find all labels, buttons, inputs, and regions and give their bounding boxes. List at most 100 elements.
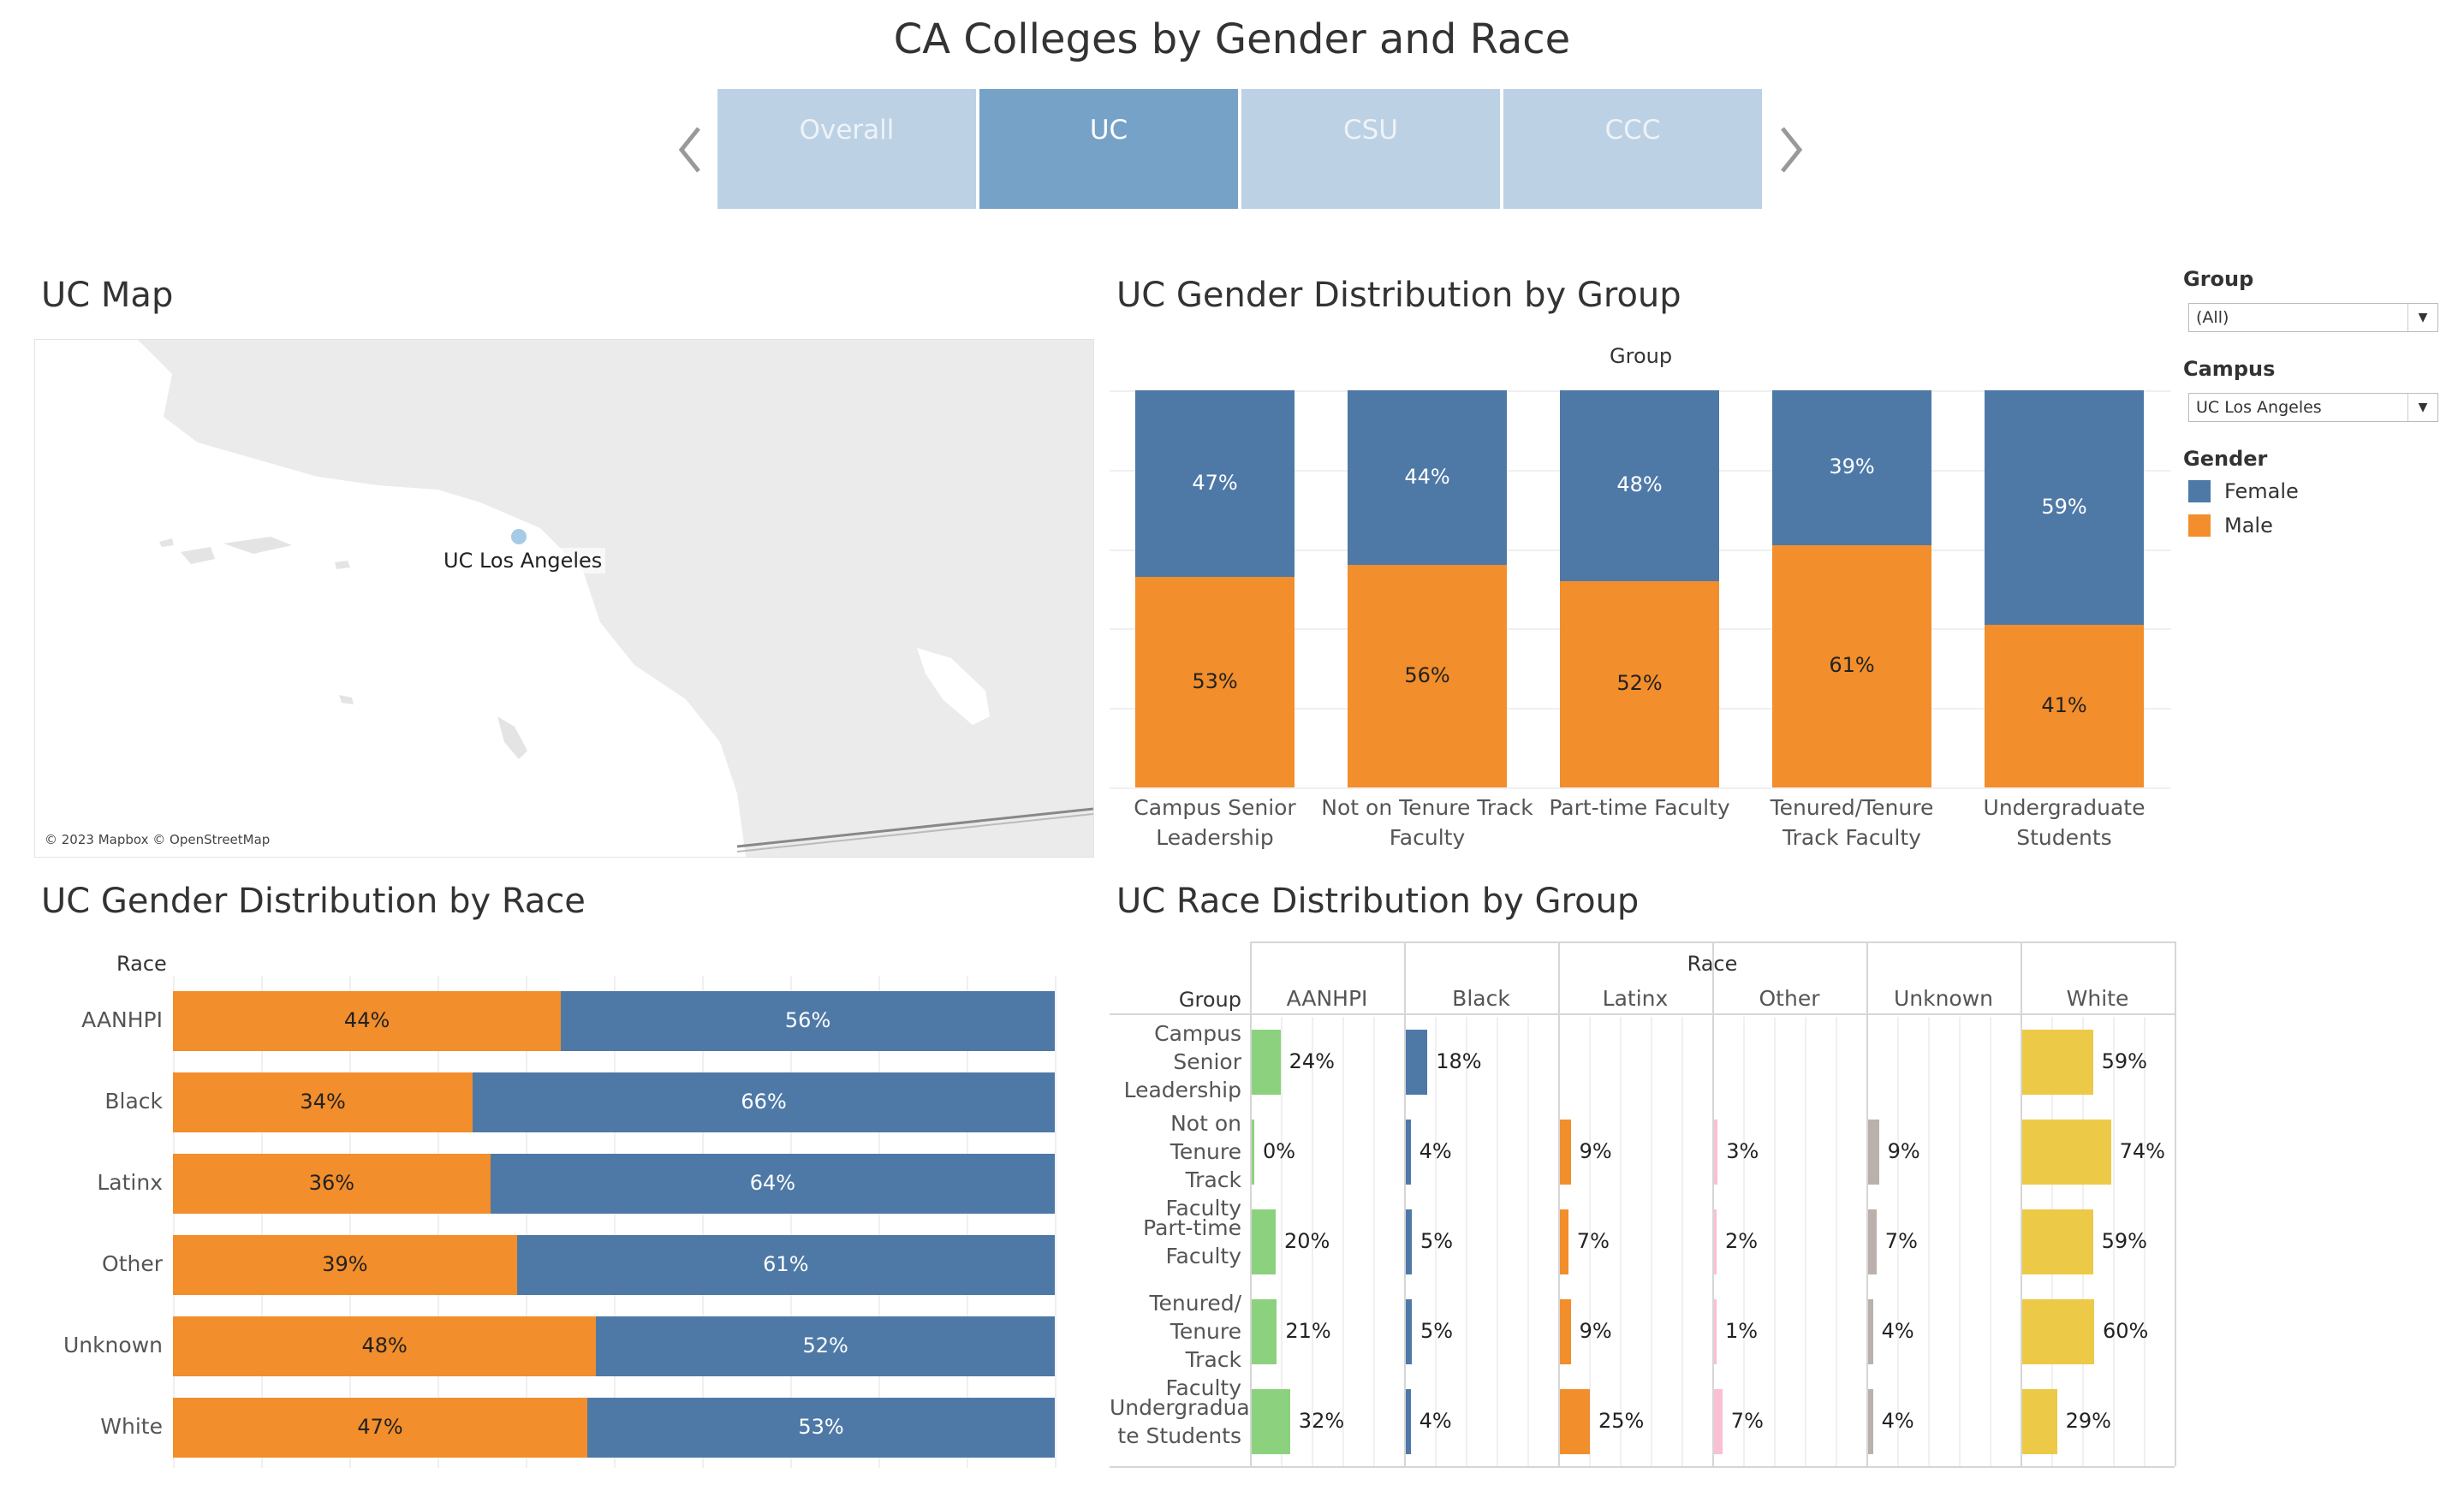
female-bar[interactable] [587, 1398, 1055, 1458]
group-row-line: Faculty [1165, 1243, 1241, 1268]
group-filter-dropdown[interactable]: (All) ▼ [2188, 303, 2438, 332]
race-bar[interactable] [1714, 1388, 1723, 1454]
female-bar[interactable] [473, 1072, 1055, 1132]
race-bar[interactable] [1714, 1209, 1717, 1274]
male-bar[interactable] [1560, 580, 1719, 787]
race-bar[interactable] [1252, 1209, 1276, 1274]
column-divider [1712, 942, 1714, 1466]
map-view[interactable] [34, 339, 1094, 858]
race-bar[interactable] [1560, 1119, 1571, 1185]
male-bar[interactable] [1772, 544, 1931, 787]
race-bar[interactable] [2022, 1209, 2093, 1274]
gridline [349, 976, 351, 1468]
race-bar-label: 9% [1887, 1138, 1920, 1163]
male-bar[interactable] [1135, 577, 1294, 787]
gridline [1990, 1017, 1991, 1466]
female-bar[interactable] [516, 1235, 1055, 1295]
female-bar[interactable] [1772, 390, 1931, 545]
group-row-line: Not on [1170, 1111, 1241, 1136]
race-bar[interactable] [2022, 1029, 2093, 1095]
tab-overall[interactable]: Overall [717, 89, 976, 209]
race-bar[interactable] [1560, 1388, 1590, 1454]
group-filter-label: Group [2183, 267, 2254, 291]
male-bar-label: 41% [2041, 692, 2087, 717]
campus-filter-label: Campus [2183, 357, 2276, 381]
chevron-down-icon[interactable]: ▼ [2407, 304, 2437, 331]
race-bar[interactable] [2022, 1119, 2111, 1185]
female-bar[interactable] [1348, 390, 1507, 566]
race-bar[interactable] [1868, 1298, 1873, 1364]
race-bar[interactable] [1252, 1388, 1290, 1454]
gridline [1497, 1017, 1498, 1466]
race-bar[interactable] [1714, 1298, 1717, 1364]
race-bar-label: 9% [1579, 1318, 1612, 1343]
map-location-label: UC Los Angeles [440, 548, 606, 573]
race-bar[interactable] [1252, 1298, 1277, 1364]
race-column-label: Black [1452, 986, 1510, 1011]
male-bar[interactable] [173, 1316, 597, 1376]
race-bar-label: 25% [1598, 1408, 1645, 1433]
race-bar[interactable] [1868, 1388, 1873, 1454]
female-bar[interactable] [1985, 390, 2144, 625]
female-bar[interactable] [596, 1316, 1055, 1376]
male-bar[interactable] [173, 1072, 473, 1132]
column-divider [1866, 942, 1868, 1466]
group-tick-line: Students [2016, 825, 2112, 850]
male-bar[interactable] [173, 1235, 517, 1295]
tab-uc[interactable]: UC [979, 89, 1238, 209]
race-bar[interactable] [1560, 1209, 1568, 1274]
campus-marker-icon[interactable] [509, 527, 528, 546]
race-tick-label: Black [104, 1089, 163, 1114]
female-bar[interactable] [1135, 390, 1294, 578]
tab-csu[interactable]: CSU [1241, 89, 1500, 209]
gridline [1527, 1017, 1529, 1466]
race-bar[interactable] [1868, 1119, 1879, 1185]
race-bar[interactable] [1406, 1388, 1411, 1454]
race-bar[interactable] [1252, 1029, 1281, 1095]
group-row-line: Campus [1154, 1021, 1241, 1046]
race-bar[interactable] [1868, 1209, 1877, 1274]
race-bar-label: 4% [1419, 1138, 1452, 1163]
chevron-down-icon[interactable]: ▼ [2407, 394, 2437, 421]
male-bar[interactable] [173, 1154, 491, 1214]
gender-legend-title: Gender [2183, 447, 2268, 471]
previous-tab-arrow-icon[interactable] [673, 120, 707, 180]
gridline [1435, 1017, 1437, 1466]
race-bar[interactable] [2022, 1298, 2094, 1364]
gridline [1055, 976, 1056, 1468]
race-bar[interactable] [1406, 1029, 1428, 1095]
female-bar-label: 61% [763, 1252, 809, 1276]
race-bar[interactable] [1714, 1119, 1718, 1185]
matrix-bottom-rule [1110, 1466, 2175, 1468]
race-bar-label: 7% [1576, 1228, 1610, 1253]
male-bar-label: 48% [361, 1334, 408, 1357]
female-bar[interactable] [1560, 390, 1719, 581]
campus-filter-dropdown[interactable]: UC Los Angeles ▼ [2188, 393, 2438, 422]
race-bar[interactable] [1560, 1298, 1571, 1364]
female-bar[interactable] [561, 991, 1055, 1051]
female-bar-label: 59% [2041, 494, 2087, 519]
map-credit: © 2023 Mapbox © OpenStreetMap [45, 832, 271, 847]
male-bar[interactable] [173, 991, 562, 1051]
race-bar[interactable] [1406, 1209, 1412, 1274]
male-bar[interactable] [1985, 624, 2144, 787]
male-swatch [2188, 514, 2211, 537]
male-bar[interactable] [1348, 565, 1507, 787]
gridline [1312, 1017, 1313, 1466]
race-bar-label: 29% [2065, 1408, 2111, 1433]
race-bar[interactable] [2022, 1388, 2057, 1454]
gridline [790, 976, 792, 1468]
group-tick-label: Tenured/Tenure Track Faculty [1738, 793, 1966, 852]
next-tab-arrow-icon[interactable] [1774, 120, 1808, 180]
female-bar[interactable] [490, 1154, 1055, 1214]
legend-item-female[interactable]: Female [2188, 479, 2299, 503]
male-bar[interactable] [173, 1398, 588, 1458]
male-bar-label: 56% [1404, 663, 1450, 688]
race-bar[interactable] [1252, 1119, 1254, 1185]
race-bar-label: 7% [1730, 1408, 1764, 1433]
race-bar[interactable] [1406, 1119, 1411, 1185]
legend-item-male[interactable]: Male [2188, 514, 2273, 538]
race-bar[interactable] [1406, 1298, 1412, 1364]
tab-ccc[interactable]: CCC [1503, 89, 1762, 209]
race-tick-label: Other [102, 1251, 163, 1276]
